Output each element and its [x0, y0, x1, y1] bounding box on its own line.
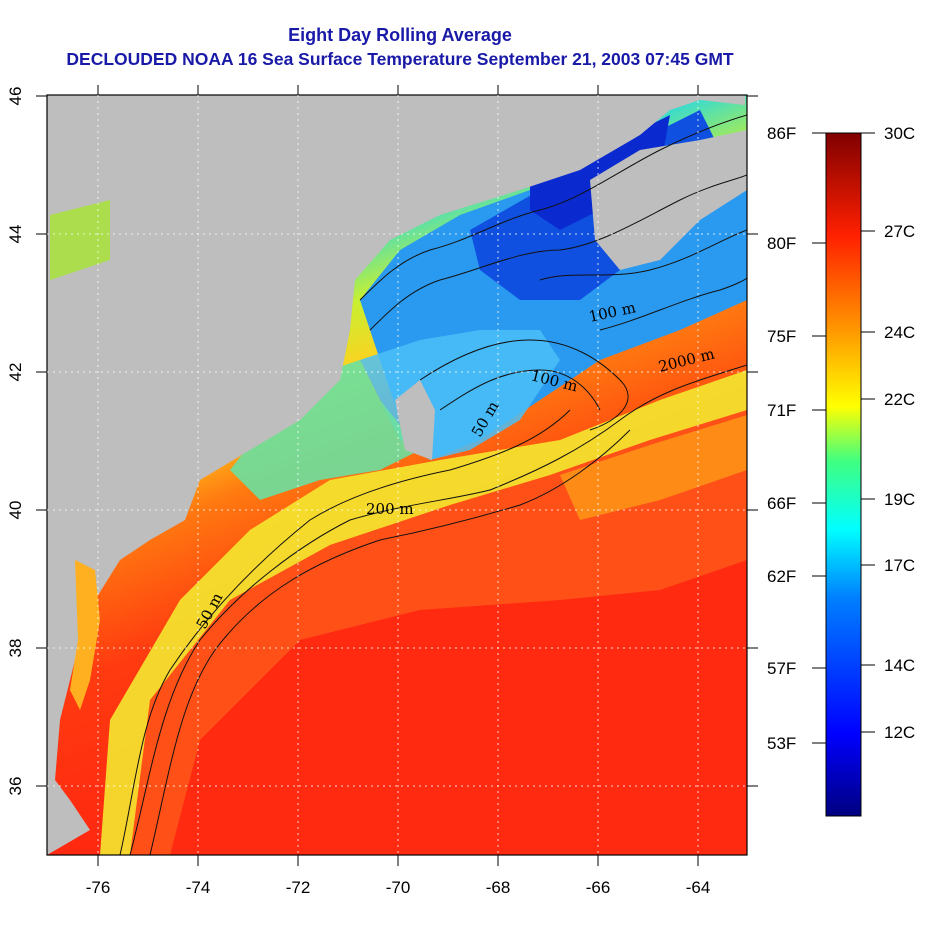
- lat-tick-label: 46: [6, 87, 25, 106]
- fahrenheit-label: 53F: [767, 734, 796, 753]
- lon-tick-label: -76: [86, 878, 111, 897]
- lake-ontario: [50, 200, 110, 280]
- lon-tick-label: -68: [486, 878, 511, 897]
- lon-tick-label: -72: [286, 878, 311, 897]
- celsius-label: 22C: [884, 390, 915, 409]
- fahrenheit-label: 57F: [767, 659, 796, 678]
- lon-tick-label: -70: [386, 878, 411, 897]
- celsius-label: 12C: [884, 723, 915, 742]
- graticule: [47, 95, 747, 855]
- lon-tick-label: -66: [586, 878, 611, 897]
- celsius-label: 30C: [884, 124, 915, 143]
- celsius-label: 17C: [884, 556, 915, 575]
- fahrenheit-label: 80F: [767, 234, 796, 253]
- fahrenheit-label: 75F: [767, 327, 796, 346]
- lat-tick-label: 44: [6, 225, 25, 244]
- gulf-stream-region: [170, 560, 747, 855]
- lat-tick-label: 40: [6, 501, 25, 520]
- colorbar: [825, 132, 862, 817]
- celsius-label: 19C: [884, 490, 915, 509]
- celsius-label: 27C: [884, 222, 915, 241]
- chesapeake-bay: [70, 560, 100, 710]
- fahrenheit-label: 62F: [767, 567, 796, 586]
- nova-scotia: [590, 130, 747, 270]
- lon-tick-label: -64: [686, 878, 711, 897]
- lat-tick-label: 36: [6, 777, 25, 796]
- chart-subtitle: DECLOUDED NOAA 16 Sea Surface Temperatur…: [66, 49, 734, 69]
- celsius-label: 14C: [884, 656, 915, 675]
- lat-tick-label: 42: [6, 363, 25, 382]
- bathymetry-contours: [119, 114, 747, 855]
- chart-title: Eight Day Rolling Average: [288, 25, 512, 45]
- celsius-label: 24C: [884, 323, 915, 342]
- fahrenheit-label: 66F: [767, 494, 796, 513]
- map-frame: [46, 94, 748, 856]
- fahrenheit-label: 71F: [767, 401, 796, 420]
- fahrenheit-label: 86F: [767, 124, 796, 143]
- contour-label: 200 m: [366, 500, 414, 518]
- lat-tick-label: 38: [6, 639, 25, 658]
- land-mass: [47, 95, 745, 855]
- lon-tick-label: -74: [186, 878, 211, 897]
